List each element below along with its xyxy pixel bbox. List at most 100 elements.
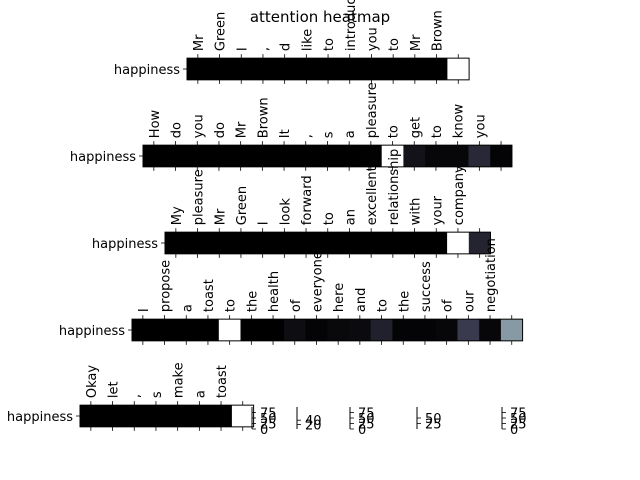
x-tick-label: Mr <box>235 121 250 138</box>
heatmap-cell <box>381 145 404 167</box>
heatmap-cell <box>392 319 415 341</box>
heatmap-cell <box>80 405 103 427</box>
heatmap-row: Mr Green I, d like to introduce you to Mr Brownhap… <box>114 0 470 84</box>
heatmap-cell <box>262 319 285 341</box>
x-tick-label: , <box>300 134 315 138</box>
heatmap-cell <box>500 319 523 341</box>
x-tick-label: like <box>300 29 315 51</box>
y-tick-label: happiness <box>70 150 136 165</box>
x-tick-label: , <box>257 47 272 51</box>
y-tick-label: happiness <box>114 63 180 78</box>
heatmap-cell <box>404 58 427 80</box>
x-tick-label: a <box>180 304 195 312</box>
heatmap-cell <box>145 405 168 427</box>
x-tick-label: Brown <box>431 10 446 51</box>
heatmap-cell <box>186 145 209 167</box>
heatmap-cell <box>153 319 176 341</box>
x-tick-label: pleasure <box>192 169 207 225</box>
heatmap-cell <box>208 232 231 254</box>
colorbar-tick-label: 75 <box>358 407 375 422</box>
x-tick-label: toast <box>202 279 217 312</box>
x-tick-label: toast <box>215 365 230 398</box>
heatmap-cell <box>251 232 274 254</box>
x-tick-label: let <box>107 381 122 398</box>
heatmap-cell <box>338 232 361 254</box>
heatmap-cell <box>187 58 210 80</box>
heatmap-cell <box>316 232 339 254</box>
x-tick-label: you <box>365 27 380 51</box>
heatmap-cell <box>425 232 448 254</box>
heatmap-cell <box>447 232 470 254</box>
heatmap-cell <box>468 232 491 254</box>
colorbar-tick-label: 75 <box>260 407 277 422</box>
x-tick-label: you <box>473 114 488 138</box>
heatmap-cell <box>229 145 252 167</box>
colorbar-tick-label: 75 <box>510 407 527 422</box>
x-tick-label: My <box>170 206 185 225</box>
heatmap-cell <box>295 58 318 80</box>
heatmap-cell <box>382 232 405 254</box>
heatmap-cell <box>479 319 502 341</box>
x-tick-label: relationship <box>387 149 402 225</box>
heatmap-rows: Mr Green I, d like to introduce you to Mr Brownhap… <box>7 0 524 431</box>
colorbar-tick-label: 0 <box>510 423 518 438</box>
colorbar-tick-label: 0 <box>358 423 366 438</box>
x-tick-label: with <box>409 198 424 226</box>
heatmap-cell <box>403 232 426 254</box>
x-tick-label: the <box>245 291 260 312</box>
x-tick-label: Okay <box>85 365 100 398</box>
heatmap-cell <box>166 405 189 427</box>
x-tick-label: negotiation <box>484 238 499 312</box>
x-tick-label: to <box>430 125 445 138</box>
colorbar-tick-label: 50 <box>358 412 375 427</box>
x-tick-label: Green <box>214 12 229 51</box>
x-tick-label: to <box>224 299 239 312</box>
x-tick-label: It <box>278 129 293 138</box>
heatmap-cell <box>101 405 124 427</box>
heatmap-cell <box>457 319 480 341</box>
x-tick-label: do <box>213 122 228 138</box>
x-tick-label: of <box>441 299 456 312</box>
colorbar-tick-label: 25 <box>260 418 277 433</box>
heatmap-cell <box>414 319 437 341</box>
x-tick-label: success <box>419 261 434 312</box>
colorbar-tick-label: 40 <box>305 414 322 429</box>
heatmap-cell <box>175 319 198 341</box>
heatmap-cell <box>338 145 361 167</box>
heatmap-cell <box>210 405 233 427</box>
x-tick-label: to <box>376 299 391 312</box>
heatmap-cell <box>252 58 275 80</box>
heatmap-cell <box>273 58 296 80</box>
heatmap-cell <box>370 319 393 341</box>
heatmap-cell <box>218 319 241 341</box>
x-tick-label: to <box>322 38 337 51</box>
heatmap-cell <box>468 145 491 167</box>
heatmap-cell <box>317 58 340 80</box>
x-tick-label: your <box>430 195 445 225</box>
heatmap-row: Okay let, s make a toast happiness <box>7 362 255 431</box>
x-tick-label: s <box>321 131 336 138</box>
colorbar-tick-label: 0 <box>260 423 268 438</box>
heatmap-cell <box>123 405 146 427</box>
x-tick-label: a <box>193 390 208 398</box>
x-tick-label: the <box>397 291 412 312</box>
x-tick-label: get <box>408 117 423 138</box>
heatmap-cell <box>165 232 188 254</box>
heatmap-cell <box>360 232 383 254</box>
x-tick-label: our <box>462 290 477 312</box>
heatmap-cell <box>305 319 328 341</box>
heatmap-cell <box>197 319 220 341</box>
heatmap-cell <box>435 319 458 341</box>
x-tick-label: to <box>387 38 402 51</box>
heatmap-cell <box>283 319 306 341</box>
heatmap-cell <box>447 58 470 80</box>
colorbar-tick-label: 25 <box>358 418 375 433</box>
x-tick-label: Mr <box>409 34 424 51</box>
